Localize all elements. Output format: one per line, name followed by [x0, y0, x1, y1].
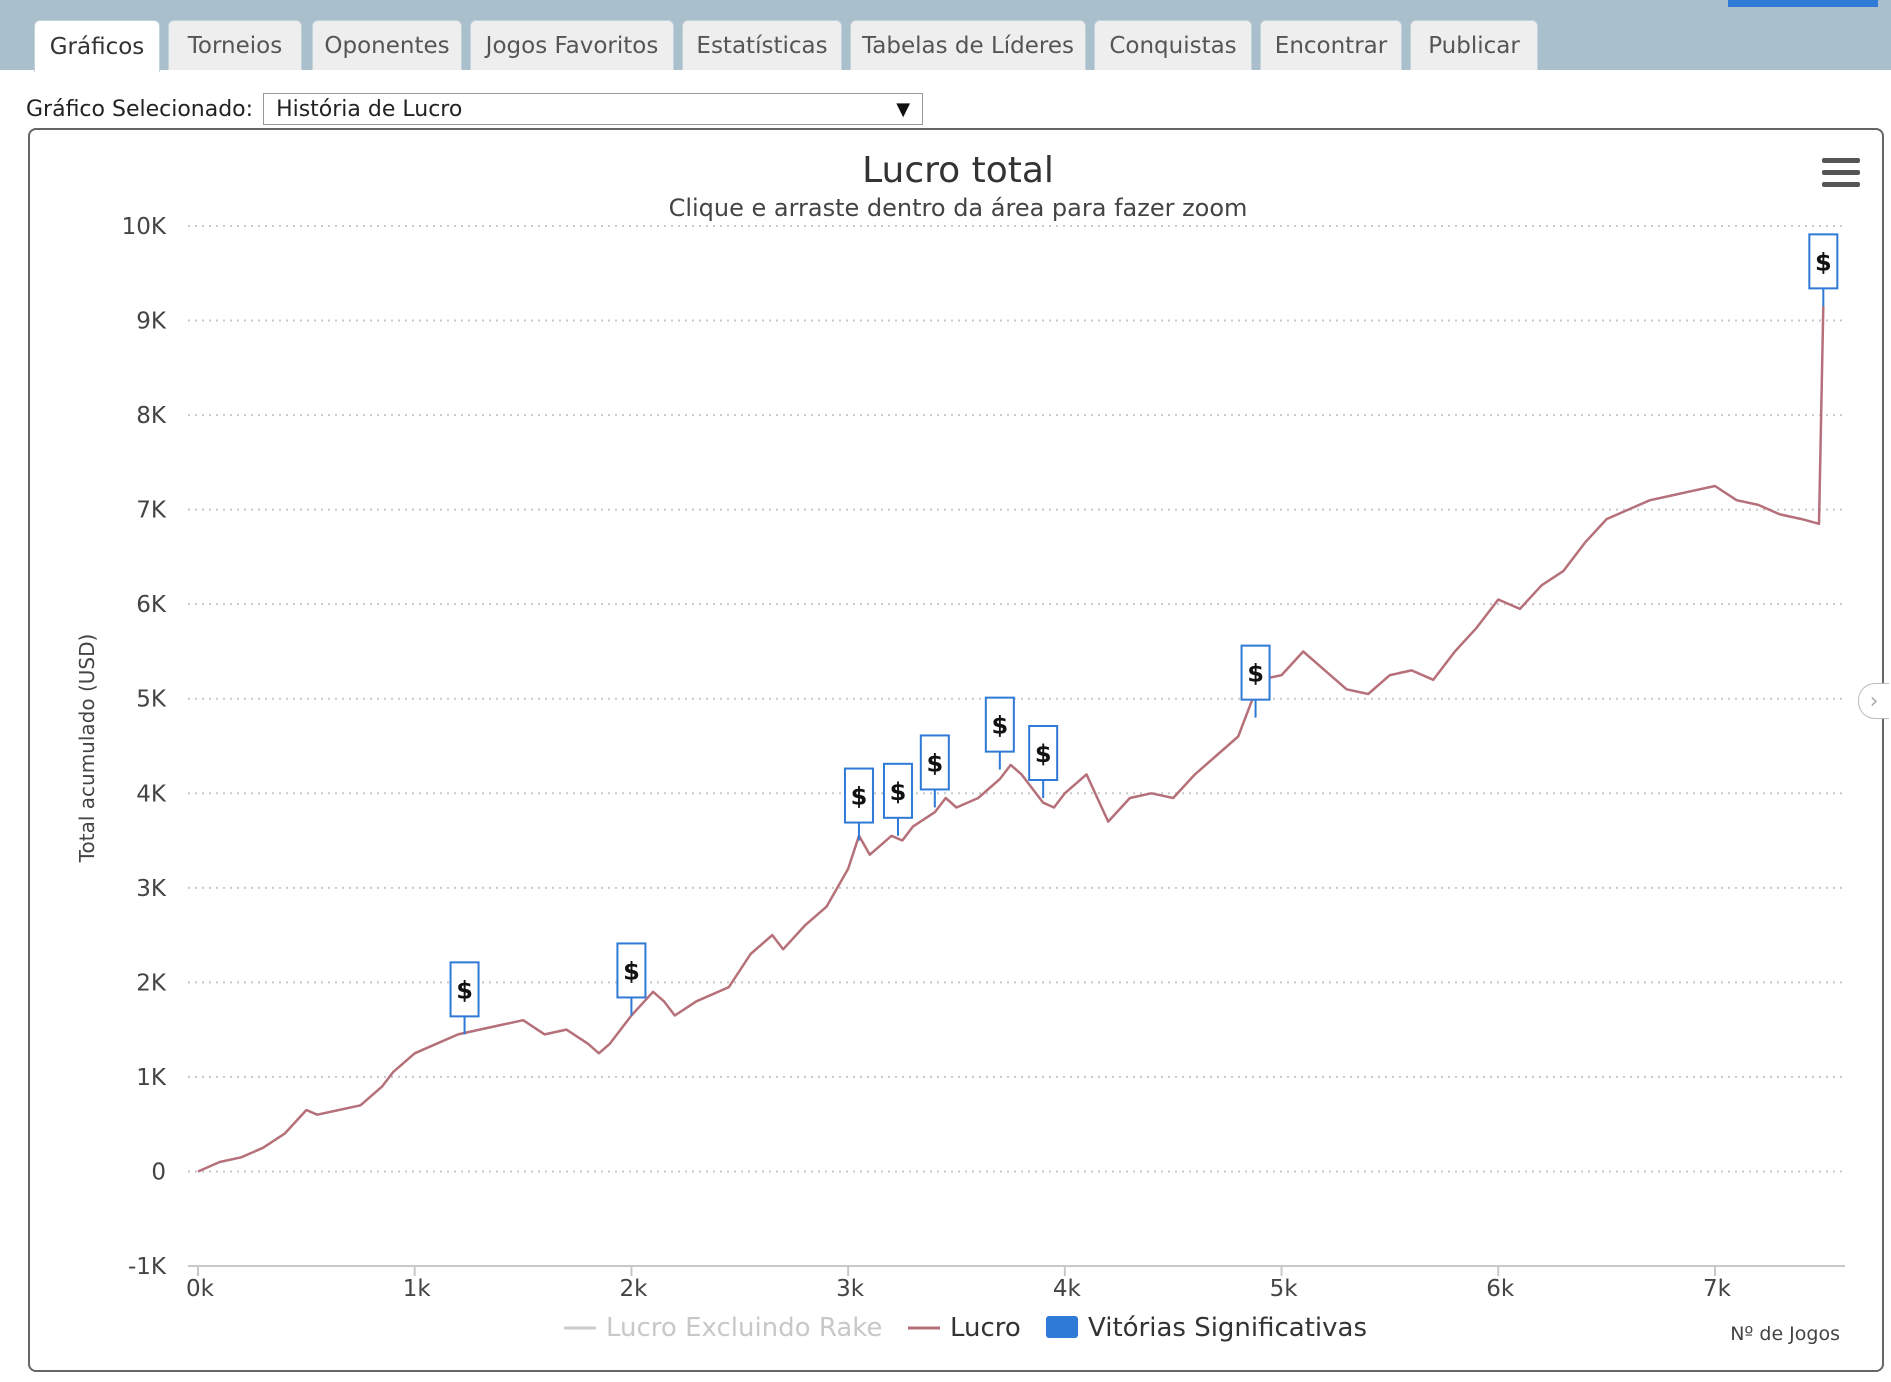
significant-win-marker: $ [449, 961, 480, 1035]
legend-item: Lucro [908, 1313, 1021, 1343]
series-line-lucro [197, 306, 1825, 1173]
tab-5[interactable]: Tabelas de Líderes [850, 20, 1086, 70]
x-tick-label: 7k [1703, 1276, 1732, 1302]
marker-box [1028, 725, 1059, 781]
marker-label: $ [851, 783, 868, 811]
marker-box [616, 942, 647, 999]
significant-win-marker: $ [882, 762, 913, 836]
x-tick-label: 3k [836, 1276, 865, 1302]
chart-selector-row: Gráfico Selecionado: História de Lucro ▼ [26, 92, 924, 126]
marker-box [1808, 233, 1839, 290]
y-tick-label: -1K [128, 1254, 167, 1280]
y-axis-title: Total acumulado (USD) [75, 634, 99, 864]
x-tick-label: 6k [1486, 1276, 1515, 1302]
y-tick-label: 10K [122, 214, 167, 240]
tab-3[interactable]: Jogos Favoritos [470, 20, 674, 70]
chart-title: Lucro total [862, 150, 1054, 191]
chart-subtitle: Clique e arraste dentro da área para faz… [669, 194, 1248, 222]
significant-win-marker: $ [843, 767, 874, 841]
chart-selector-label: Gráfico Selecionado: [26, 96, 254, 122]
significant-win-marker: $ [1240, 644, 1271, 718]
y-tick-label: 5K [136, 687, 167, 713]
chart-select-value: História de Lucro [276, 96, 463, 122]
legend-label: Lucro [950, 1313, 1021, 1343]
y-tick-label: 1K [136, 1065, 167, 1091]
y-tick-label: 4K [136, 781, 167, 807]
x-tick-label: 0k [186, 1276, 215, 1302]
y-tick-label: 6K [136, 592, 167, 618]
accent-strip [1728, 0, 1878, 7]
marker-box [843, 767, 874, 824]
marker-label: $ [1035, 740, 1052, 768]
marker-box [449, 961, 480, 1018]
y-tick-label: 3K [136, 876, 167, 902]
significant-win-marker: $ [616, 942, 647, 1016]
legend-label: Lucro Excluindo Rake [606, 1313, 882, 1343]
tab-7[interactable]: Encontrar [1260, 20, 1402, 70]
tab-1[interactable]: Torneios [168, 20, 302, 70]
tab-2[interactable]: Oponentes [312, 20, 462, 70]
chart-select-dropdown[interactable]: História de Lucro ▼ [263, 93, 924, 125]
y-tick-label: 8K [136, 403, 167, 429]
marker-label: $ [623, 957, 640, 985]
marker-label: $ [890, 778, 907, 806]
tab-0[interactable]: Gráficos [34, 20, 160, 72]
tab-bar: Gráficos Torneios Oponentes Jogos Favoritos… [0, 0, 1891, 72]
significant-win-marker: $ [984, 696, 1015, 770]
hamburger-menu-icon[interactable] [1822, 158, 1860, 192]
significant-win-marker: $ [919, 734, 950, 808]
marker-label: $ [456, 976, 473, 1004]
marker-label: $ [926, 749, 943, 777]
tab-6[interactable]: Conquistas [1094, 20, 1252, 70]
significant-win-marker: $ [1028, 725, 1059, 798]
y-tick-label: 9K [136, 309, 167, 335]
y-tick-label: 2K [136, 970, 167, 996]
legend-item: Vitórias Significativas [1046, 1313, 1367, 1343]
marker-box [882, 762, 913, 819]
legend-label: Vitórias Significativas [1088, 1313, 1367, 1343]
legend-swatch [1046, 1316, 1078, 1338]
y-tick-label: 0 [151, 1159, 166, 1185]
marker-label: $ [1815, 248, 1832, 276]
significant-win-marker: $ [1808, 233, 1839, 307]
tab-4[interactable]: Estatísticas [682, 20, 842, 70]
triangle-down-icon: ▼ [896, 98, 911, 120]
marker-label: $ [991, 712, 1008, 740]
marker-box [919, 734, 950, 791]
chart-panel[interactable] [28, 128, 1884, 1372]
chevron-right-icon[interactable]: › [1858, 683, 1889, 719]
y-tick-label: 7K [136, 498, 167, 524]
marker-box [1240, 644, 1271, 701]
x-tick-label: 2k [619, 1276, 648, 1302]
marker-box [984, 696, 1015, 753]
chart-legend: Lucro Excluindo Rake Lucro Vitórias Signif… [564, 1313, 1367, 1343]
x-tick-label: 4k [1053, 1276, 1082, 1302]
x-tick-label: 5k [1270, 1276, 1299, 1302]
legend-item: Lucro Excluindo Rake [564, 1313, 882, 1343]
tab-8[interactable]: Publicar [1410, 20, 1538, 70]
x-tick-label: 1k [403, 1276, 432, 1302]
x-axis-title: Nº de Jogos [1730, 1323, 1840, 1345]
marker-label: $ [1247, 660, 1264, 688]
